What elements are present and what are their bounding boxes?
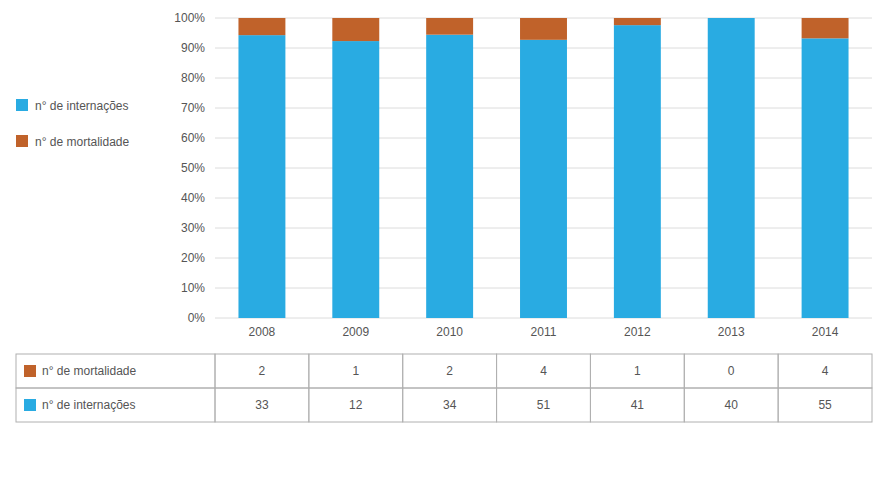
table-cell-value: 41 <box>631 398 645 412</box>
table-cell <box>497 354 591 388</box>
table-cell <box>684 388 778 422</box>
x-tick-label: 2008 <box>249 325 276 339</box>
y-tick-label: 0% <box>188 311 206 325</box>
data-table: n° de mortalidade2124104n° de internaçõe… <box>16 354 872 422</box>
table-cell <box>215 388 309 422</box>
table-cell-value: 1 <box>634 364 641 378</box>
table-cell <box>590 388 684 422</box>
table-cell-value: 34 <box>443 398 457 412</box>
table-cell <box>778 388 872 422</box>
table-label-cell <box>16 354 215 388</box>
x-tick-label: 2014 <box>812 325 839 339</box>
y-tick-label: 30% <box>181 221 205 235</box>
series-0 <box>238 18 848 318</box>
bar <box>614 25 661 318</box>
table-cell <box>403 388 497 422</box>
y-tick-label: 20% <box>181 251 205 265</box>
table-cell <box>684 354 778 388</box>
table-cell <box>309 388 403 422</box>
table-cell-value: 4 <box>540 364 547 378</box>
bar <box>520 18 567 40</box>
y-tick-labels: 0% 10% 20% 30% 40% 50% 60% 70% 80% 90% 100% <box>174 11 205 325</box>
x-tick-label: 2013 <box>718 325 745 339</box>
x-tick-label: 2012 <box>624 325 651 339</box>
table-cell-value: 40 <box>725 398 739 412</box>
chart-container: 0%10%20%30%40%50%60%70%80%90%100%2008200… <box>0 0 890 493</box>
table-cell-value: 12 <box>349 398 363 412</box>
table-cell-value: 4 <box>822 364 829 378</box>
x-tick-label: 2009 <box>342 325 369 339</box>
table-cell-value: 55 <box>818 398 832 412</box>
x-tick-labels: 2008 2009 2010 2011 2012 2013 2014 <box>249 325 839 339</box>
table-cell-value: 1 <box>352 364 359 378</box>
table-row-swatch <box>24 365 36 377</box>
bar <box>332 41 379 318</box>
bars <box>238 18 848 318</box>
bar <box>332 18 379 41</box>
table-cell <box>590 354 684 388</box>
bar <box>238 18 285 35</box>
bar <box>426 35 473 318</box>
bar <box>802 18 849 38</box>
bar <box>708 18 755 318</box>
table-cell <box>309 354 403 388</box>
y-tick-label: 80% <box>181 71 205 85</box>
table-cell <box>778 354 872 388</box>
legend-label: n° de mortalidade <box>35 135 130 149</box>
table-row-label: n° de mortalidade <box>42 364 137 378</box>
y-tick-label: 10% <box>181 281 205 295</box>
legend-swatch <box>16 99 28 111</box>
bar <box>708 18 755 19</box>
table-row-swatch <box>24 399 36 411</box>
y-tick-label: 100% <box>174 11 205 25</box>
table-cell-value: 51 <box>537 398 551 412</box>
y-tick-label: 70% <box>181 101 205 115</box>
x-tick-label: 2010 <box>436 325 463 339</box>
table-cell-value: 2 <box>446 364 453 378</box>
legend-swatch <box>16 135 28 147</box>
legend-label: n° de internações <box>35 99 129 113</box>
table-label-cell <box>16 388 215 422</box>
table-cell <box>403 354 497 388</box>
legend: n° de internações n° de mortalidade <box>16 99 130 149</box>
table-cell-value: 33 <box>255 398 269 412</box>
y-grid <box>215 18 872 318</box>
y-tick-label: 50% <box>181 161 205 175</box>
bar <box>520 40 567 318</box>
bar <box>614 18 661 25</box>
series-1 <box>238 18 848 41</box>
table-cell <box>497 388 591 422</box>
table-cell <box>215 354 309 388</box>
chart-svg: 0%10%20%30%40%50%60%70%80%90%100%2008200… <box>0 0 890 493</box>
bar <box>802 38 849 318</box>
table-row-label: n° de internações <box>42 398 136 412</box>
y-tick-label: 40% <box>181 191 205 205</box>
x-tick-label: 2011 <box>531 325 557 339</box>
table-cell-value: 0 <box>728 364 735 378</box>
bar <box>426 18 473 35</box>
table-cell-value: 2 <box>259 364 266 378</box>
bar <box>238 35 285 318</box>
y-tick-label: 60% <box>181 131 205 145</box>
y-tick-label: 90% <box>181 41 205 55</box>
